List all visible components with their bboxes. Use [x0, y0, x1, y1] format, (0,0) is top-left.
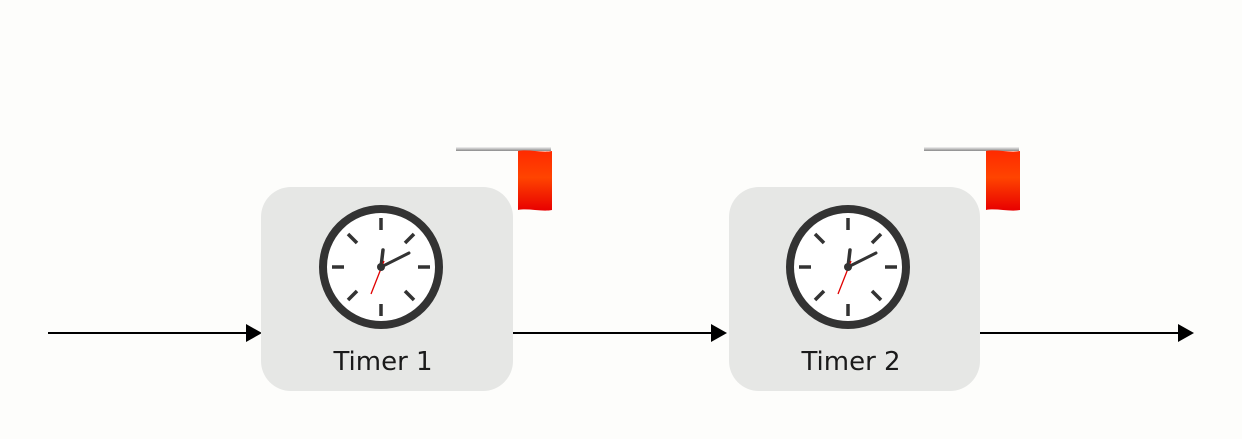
timer-label-2: Timer 2 — [800, 347, 900, 377]
timer-label-1: Timer 1 — [332, 347, 432, 377]
edge-timer-2-to-end — [979, 324, 1194, 342]
timer-node-2[interactable]: Timer 2 — [729, 147, 1020, 391]
clock-icon — [319, 205, 443, 329]
flag-icon — [456, 147, 552, 211]
clock-icon — [786, 205, 910, 329]
flag-icon — [924, 147, 1020, 211]
timer-node-1[interactable]: Timer 1 — [261, 147, 552, 391]
edge-timer-1-to-timer-2 — [512, 324, 727, 342]
edge-start-to-timer-1 — [48, 324, 262, 342]
